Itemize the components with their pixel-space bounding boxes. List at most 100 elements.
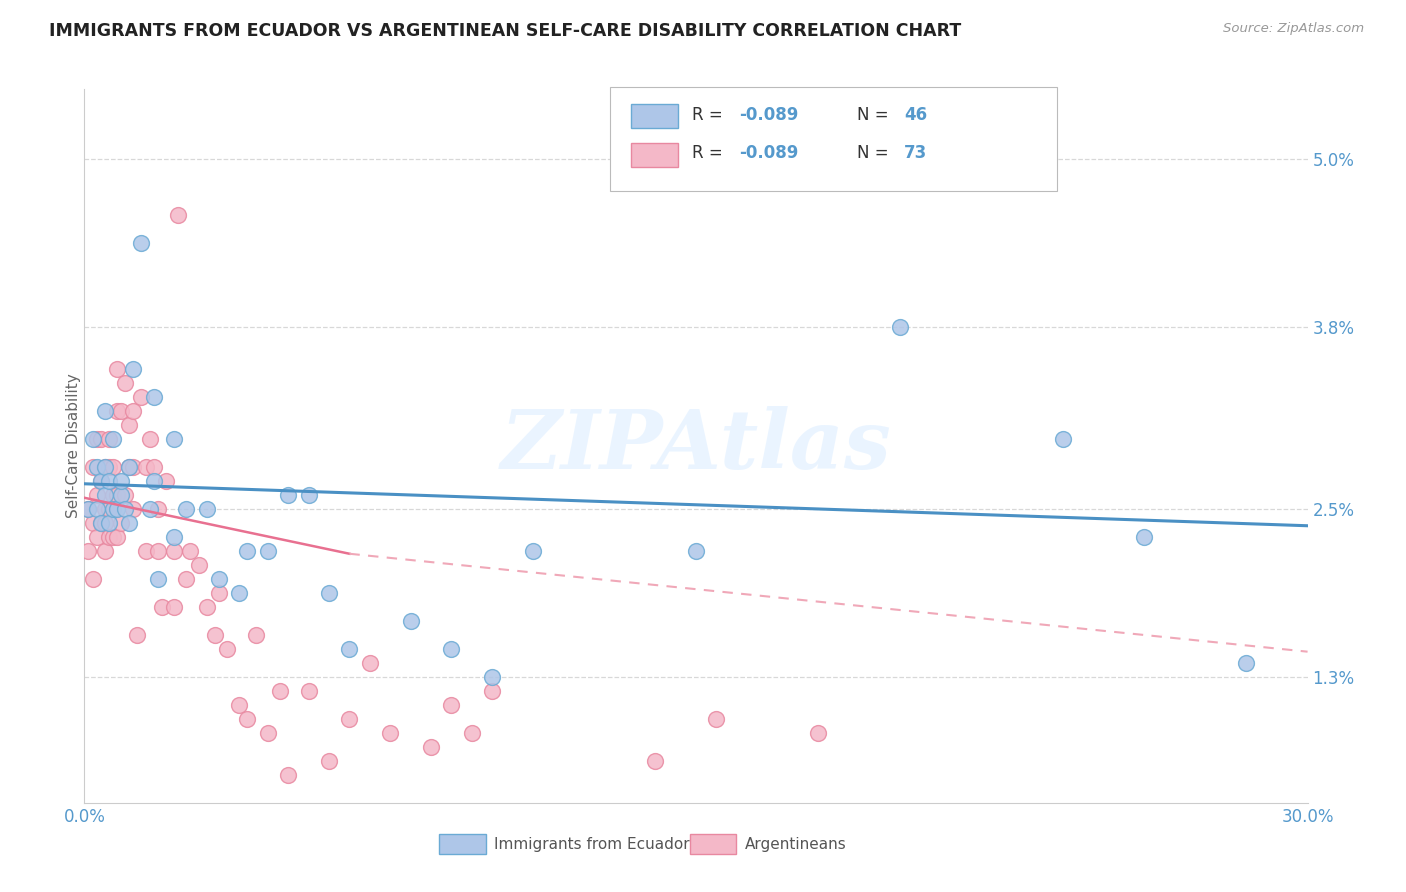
- Point: [110, 516, 132, 530]
- Point: [90, 474, 112, 488]
- Point: [339, 641, 361, 656]
- Point: [359, 656, 381, 670]
- Point: [228, 698, 250, 712]
- Point: [82, 572, 104, 586]
- Point: [146, 544, 169, 558]
- Y-axis label: Self-Care Disability: Self-Care Disability: [66, 374, 80, 518]
- Point: [105, 502, 128, 516]
- Point: [440, 641, 463, 656]
- Point: [90, 516, 112, 530]
- Point: [208, 586, 231, 600]
- Point: [77, 502, 100, 516]
- Point: [86, 530, 108, 544]
- Point: [163, 544, 186, 558]
- Point: [195, 502, 218, 516]
- Point: [105, 362, 128, 376]
- FancyBboxPatch shape: [610, 87, 1057, 191]
- Point: [135, 460, 157, 475]
- Point: [110, 488, 132, 502]
- Text: R =: R =: [692, 106, 728, 124]
- Point: [127, 628, 149, 642]
- Point: [807, 726, 830, 740]
- Point: [257, 726, 280, 740]
- Text: Immigrants from Ecuador: Immigrants from Ecuador: [494, 837, 690, 852]
- Point: [163, 599, 186, 614]
- Point: [105, 530, 128, 544]
- Point: [118, 417, 141, 432]
- Point: [685, 544, 707, 558]
- Point: [257, 544, 280, 558]
- Point: [122, 460, 145, 475]
- Point: [114, 488, 136, 502]
- Point: [461, 726, 484, 740]
- Point: [118, 460, 141, 475]
- Point: [110, 474, 132, 488]
- Point: [146, 572, 169, 586]
- FancyBboxPatch shape: [690, 834, 737, 855]
- Point: [77, 544, 100, 558]
- Point: [82, 460, 104, 475]
- Point: [135, 544, 157, 558]
- Point: [245, 628, 267, 642]
- Text: Source: ZipAtlas.com: Source: ZipAtlas.com: [1223, 22, 1364, 36]
- Point: [118, 460, 141, 475]
- Point: [105, 404, 128, 418]
- Point: [90, 516, 112, 530]
- Point: [146, 502, 169, 516]
- Point: [142, 474, 165, 488]
- Point: [122, 404, 145, 418]
- Text: N =: N =: [858, 145, 894, 162]
- Point: [440, 698, 463, 712]
- Point: [105, 488, 128, 502]
- Point: [420, 739, 443, 754]
- Point: [644, 754, 666, 768]
- Point: [90, 432, 112, 446]
- Point: [339, 712, 361, 726]
- Point: [174, 502, 197, 516]
- Point: [150, 599, 173, 614]
- Text: R =: R =: [692, 145, 728, 162]
- Point: [318, 586, 340, 600]
- FancyBboxPatch shape: [631, 144, 678, 167]
- Point: [122, 362, 145, 376]
- Point: [101, 432, 124, 446]
- Point: [163, 432, 186, 446]
- Text: -0.089: -0.089: [738, 145, 799, 162]
- Text: -0.089: -0.089: [738, 106, 799, 124]
- Point: [187, 558, 209, 572]
- Point: [228, 586, 250, 600]
- Point: [101, 460, 124, 475]
- Text: 46: 46: [904, 106, 927, 124]
- Text: IMMIGRANTS FROM ECUADOR VS ARGENTINEAN SELF-CARE DISABILITY CORRELATION CHART: IMMIGRANTS FROM ECUADOR VS ARGENTINEAN S…: [49, 22, 962, 40]
- Point: [481, 670, 503, 684]
- Point: [86, 488, 108, 502]
- Point: [138, 432, 160, 446]
- Point: [277, 488, 299, 502]
- Point: [318, 754, 340, 768]
- Point: [86, 432, 108, 446]
- Point: [86, 502, 108, 516]
- Point: [97, 516, 120, 530]
- Point: [236, 544, 259, 558]
- Point: [93, 404, 115, 418]
- Point: [142, 460, 165, 475]
- Point: [208, 572, 231, 586]
- Point: [131, 236, 153, 251]
- Text: 73: 73: [904, 145, 927, 162]
- Point: [114, 502, 136, 516]
- Point: [138, 502, 160, 516]
- Point: [236, 712, 259, 726]
- Point: [97, 530, 120, 544]
- Text: N =: N =: [858, 106, 894, 124]
- Point: [131, 390, 153, 404]
- Point: [93, 544, 115, 558]
- Text: Argentineans: Argentineans: [745, 837, 846, 852]
- Point: [101, 530, 124, 544]
- Point: [110, 404, 132, 418]
- Point: [122, 502, 145, 516]
- Point: [1133, 530, 1156, 544]
- Point: [118, 516, 141, 530]
- Point: [155, 474, 177, 488]
- Point: [179, 544, 201, 558]
- Point: [163, 530, 186, 544]
